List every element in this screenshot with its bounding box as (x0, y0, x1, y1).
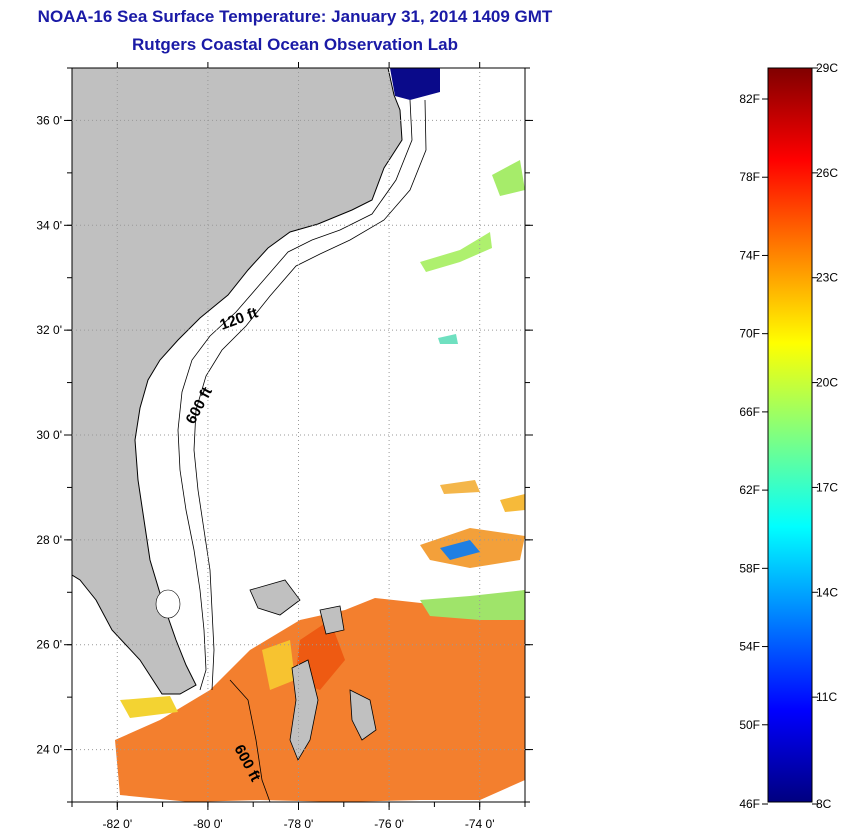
contour-600ft (193, 99, 427, 691)
colorbar-c-label: 8C (816, 797, 832, 811)
sst-patch-green-3 (420, 232, 492, 272)
lon-tick-label: -76 0' (374, 817, 404, 831)
colorbar-c-label: 29C (816, 61, 838, 75)
land-mass (72, 68, 403, 695)
colorbar-fahrenheit-labels: 82F 78F 74F 70F 66F 62F 58F 54F 50F 46F (739, 92, 768, 811)
lat-tick-label: 36 0' (36, 113, 62, 127)
contour-120ft (177, 99, 413, 691)
colorbar-f-label: 46F (739, 797, 760, 811)
colorbar-c-label: 14C (816, 585, 838, 599)
colorbar-c-label: 23C (816, 271, 838, 285)
lon-tick-label: -82 0' (102, 817, 132, 831)
colorbar-c-label: 17C (816, 480, 838, 494)
lat-tick-label: 28 0' (36, 533, 62, 547)
lat-tick-label: 26 0' (36, 638, 62, 652)
colorbar-f-label: 54F (739, 640, 760, 654)
sst-patch-green-1 (420, 590, 525, 620)
lon-tick-label: -78 0' (284, 817, 314, 831)
colorbar-f-label: 66F (739, 405, 760, 419)
lon-tick-label: -74 0' (465, 817, 495, 831)
map-title: NOAA-16 Sea Surface Temperature: January… (37, 7, 553, 26)
sst-patch-blue-1 (440, 540, 480, 560)
lat-tick-label: 30 0' (36, 428, 62, 442)
colorbar: 82F 78F 74F 70F 66F 62F 58F 54F 50F 46F 29C 26C 23C… (739, 61, 838, 811)
sst-patch-gulfstream-2 (440, 480, 480, 494)
sst-patch-bahamas (115, 590, 525, 802)
colorbar-f-label: 74F (739, 248, 760, 262)
sst-patch-gulfstream-3 (500, 494, 525, 512)
colorbar-celsius-labels: 29C 26C 23C 20C 17C 14C 11C 8C (812, 61, 838, 811)
lon-tick-label: -80 0' (193, 817, 223, 831)
colorbar-f-label: 70F (739, 327, 760, 341)
bahamas-islands (249, 579, 377, 761)
sst-patch-northeast (390, 68, 440, 100)
map-plot-area (72, 68, 525, 802)
contour-600ft-2 (229, 679, 271, 802)
map-subtitle: Rutgers Coastal Ocean Observation Lab (132, 35, 458, 54)
sst-patch-yellow-bank (262, 640, 295, 690)
lat-tick-label: 32 0' (36, 323, 62, 337)
colorbar-f-label: 78F (739, 170, 760, 184)
lake-okeechobee (155, 589, 181, 619)
bathymetry-contours (177, 99, 427, 802)
colorbar-bar (767, 67, 813, 803)
colorbar-c-label: 20C (816, 376, 838, 390)
sst-patch-cyan (438, 334, 458, 344)
sst-data-layer (115, 68, 525, 802)
colorbar-c-label: 11C (816, 690, 837, 704)
colorbar-f-label: 82F (739, 92, 760, 106)
sst-patch-green-2 (492, 160, 525, 196)
colorbar-f-label: 58F (739, 561, 760, 575)
colorbar-c-label: 26C (816, 166, 838, 180)
lat-tick-label: 24 0' (36, 743, 62, 757)
colorbar-f-label: 62F (739, 483, 760, 497)
lat-tick-label: 34 0' (36, 218, 62, 232)
colorbar-f-label: 50F (739, 718, 760, 732)
sst-patch-keys (120, 696, 178, 718)
axis-ticks: -82 0' -80 0' -78 0' -76 0' -74 0' 36 0' 34 0'… (36, 62, 533, 831)
